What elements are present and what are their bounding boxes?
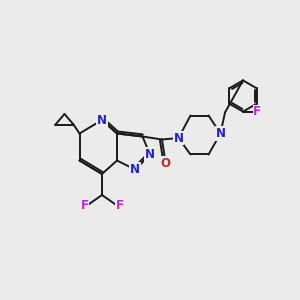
Text: N: N bbox=[215, 127, 226, 140]
Text: F: F bbox=[81, 199, 88, 212]
Text: O: O bbox=[160, 157, 170, 170]
Text: F: F bbox=[253, 105, 261, 118]
Text: N: N bbox=[130, 163, 140, 176]
Text: N: N bbox=[97, 113, 107, 127]
Text: F: F bbox=[116, 199, 123, 212]
Text: N: N bbox=[145, 148, 155, 161]
Text: N: N bbox=[173, 131, 184, 145]
